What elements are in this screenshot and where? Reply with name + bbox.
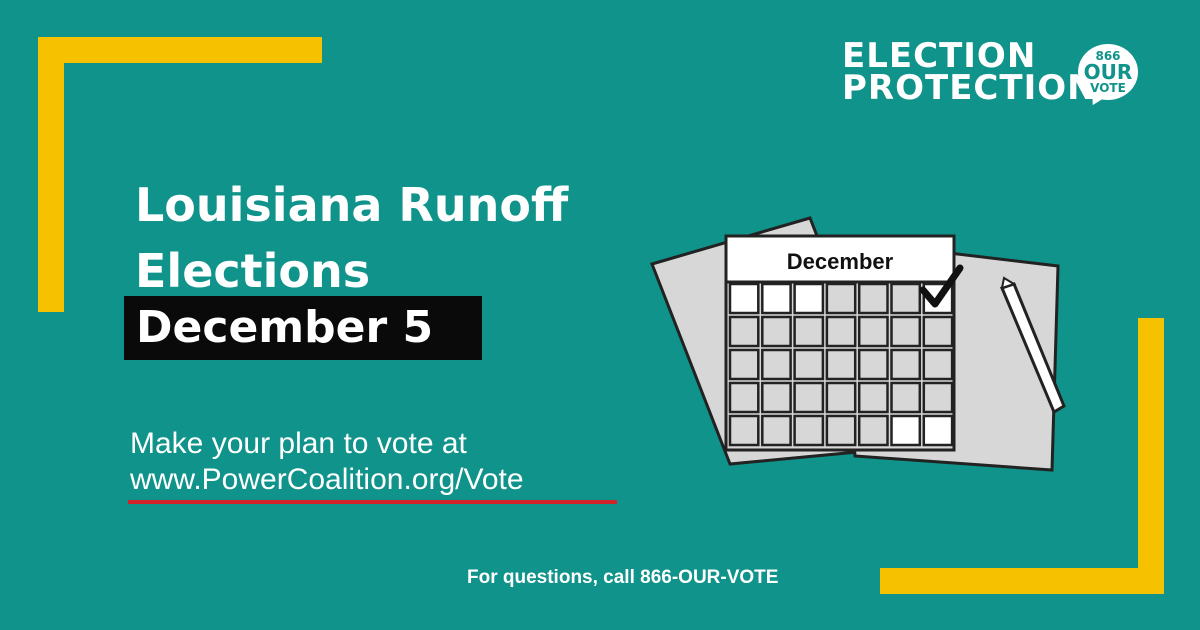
calendar-day-cell [890, 282, 922, 315]
calendar-day-cell [728, 315, 760, 348]
calendar-day-cell [922, 381, 954, 414]
logo-line-election: ELECTION [842, 36, 1037, 76]
pencil-icon [999, 276, 1066, 415]
calendar-day-cell [890, 381, 922, 414]
headline-line-2: Elections [135, 244, 371, 298]
bubble-our: OUR [1083, 60, 1133, 84]
election-protection-logo: ELECTION PROTECTION 866 OUR VOTE [842, 36, 1162, 110]
calendar-day-cell [857, 414, 889, 447]
headline: Louisiana Runoff Elections [135, 172, 655, 304]
calendar-day-cell [761, 414, 792, 447]
calendar-day-cell [825, 381, 857, 414]
calendar-day-cell [825, 282, 857, 315]
cta-url-link[interactable]: www.PowerCoalition.org/Vote [130, 463, 524, 496]
calendar-day-cell [825, 414, 857, 447]
logo-line-protection: PROTECTION [842, 68, 1097, 108]
calendar-day-cell [728, 381, 760, 414]
calendar-header [724, 234, 956, 284]
calendar-day-cell [761, 315, 792, 348]
calendar-day-cell [857, 348, 889, 381]
calendar-day-cell [761, 348, 792, 381]
cta-text: Make your plan to vote at [130, 427, 467, 460]
calendar-month: December [787, 249, 894, 274]
calendar-day-cell [728, 414, 760, 447]
calendar-day-cell [793, 315, 825, 348]
url-underline [128, 500, 617, 504]
calendar-day-cell [857, 315, 889, 348]
calendar-day-cell [922, 414, 954, 447]
calendar-day-cell [825, 315, 857, 348]
top-left-bracket-horizontal [38, 37, 322, 63]
election-date: December 5 [136, 302, 434, 353]
bottom-right-bracket-horizontal [880, 568, 1164, 594]
calendar-illustration: December [650, 216, 1066, 472]
speech-bubble-icon: 866 OUR VOTE [1078, 44, 1138, 100]
date-highlight-box: December 5 [124, 296, 482, 360]
footer-hotline: For questions, call 866-OUR-VOTE [467, 567, 779, 588]
calendar-day-cell [793, 282, 825, 315]
calendar-day-cell [761, 381, 792, 414]
calendar-day-cell [890, 414, 922, 447]
bubble-number: 866 [1095, 49, 1121, 63]
calendar-day-cell [728, 282, 760, 315]
calendar-day-cell [825, 348, 857, 381]
calendar-day-cell [793, 381, 825, 414]
calendar-day-cell [890, 348, 922, 381]
calendar-day-cell [890, 315, 922, 348]
calendar-day-cell [857, 381, 889, 414]
bottom-right-bracket-vertical [1138, 318, 1164, 594]
calendar-day-cell [922, 315, 954, 348]
calendar-day-cell [728, 348, 760, 381]
headline-line-1: Louisiana Runoff [135, 178, 569, 232]
calendar-day-cell [922, 348, 954, 381]
bubble-vote: VOTE [1090, 81, 1126, 95]
calendar-day-cell [761, 282, 792, 315]
calendar-day-cell [793, 414, 825, 447]
calendar-day-cell [793, 348, 825, 381]
calendar-grid [728, 282, 954, 447]
calendar-day-cell [857, 282, 889, 315]
checkmark-icon [919, 264, 964, 308]
top-left-bracket-vertical [38, 37, 64, 312]
